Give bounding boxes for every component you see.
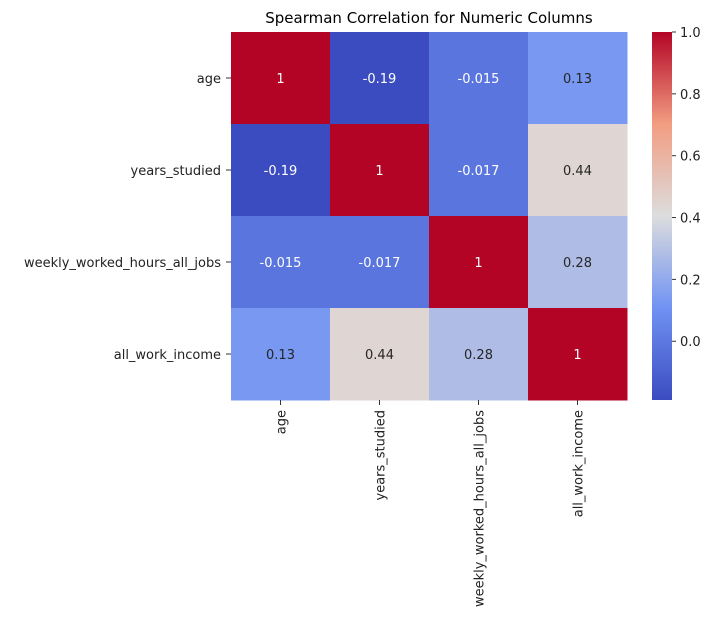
heatmap-cell: [330, 32, 430, 125]
colorbar: [652, 32, 672, 400]
heatmap-cell: [231, 308, 331, 401]
y-tick-label: years_studied: [131, 164, 222, 179]
x-tick-label: age: [275, 410, 290, 434]
x-tick-label: years_studied: [374, 410, 389, 501]
cell-value-label: 1: [573, 348, 581, 363]
colorbar-tick-label: 0.8: [680, 88, 701, 103]
chart-title: Spearman Correlation for Numeric Columns: [265, 9, 593, 27]
cell-value-label: 0.28: [464, 348, 493, 363]
x-tick-label: weekly_worked_hours_all_jobs: [473, 410, 488, 607]
heatmap-cell: [330, 124, 430, 217]
y-tick-label: weekly_worked_hours_all_jobs: [24, 256, 221, 271]
heatmap-cell: [528, 32, 628, 125]
heatmap-cell: [231, 216, 331, 309]
cell-value-label: -0.015: [458, 72, 500, 87]
heatmap-cell: [231, 32, 331, 125]
cell-value-label: -0.017: [359, 256, 401, 271]
cell-value-label: -0.017: [458, 164, 500, 179]
cell-value-label: -0.19: [264, 164, 298, 179]
colorbar-tick-label: 1.0: [680, 26, 701, 41]
y-tick-label: all_work_income: [114, 348, 221, 363]
heatmap-cell: [231, 124, 331, 217]
cell-value-label: 1: [276, 72, 284, 87]
heatmap-cell: [528, 216, 628, 309]
cell-value-label: -0.19: [363, 72, 397, 87]
heatmap-cell: [429, 124, 529, 217]
colorbar-tick-label: 0.0: [680, 335, 701, 350]
cell-value-label: 0.44: [563, 164, 592, 179]
x-tick-label: all_work_income: [572, 410, 587, 517]
heatmap-cell: [330, 308, 430, 401]
cell-value-label: 0.13: [266, 348, 295, 363]
heatmap-cell: [528, 308, 628, 401]
cell-value-label: 1: [375, 164, 383, 179]
colorbar-tick-label: 0.2: [680, 273, 701, 288]
heatmap-cell: [429, 308, 529, 401]
heatmap-cell: [528, 124, 628, 217]
heatmap-cell: [429, 216, 529, 309]
cell-value-label: 0.44: [365, 348, 394, 363]
colorbar-tick-label: 0.6: [680, 150, 701, 165]
cell-value-label: 1: [474, 256, 482, 271]
heatmap-cell: [429, 32, 529, 125]
cell-value-label: 0.28: [563, 256, 592, 271]
colorbar-tick-label: 0.4: [680, 212, 701, 227]
y-tick-label: age: [197, 72, 221, 87]
heatmap-cell: [330, 216, 430, 309]
cell-value-label: -0.015: [260, 256, 302, 271]
cell-value-label: 0.13: [563, 72, 592, 87]
